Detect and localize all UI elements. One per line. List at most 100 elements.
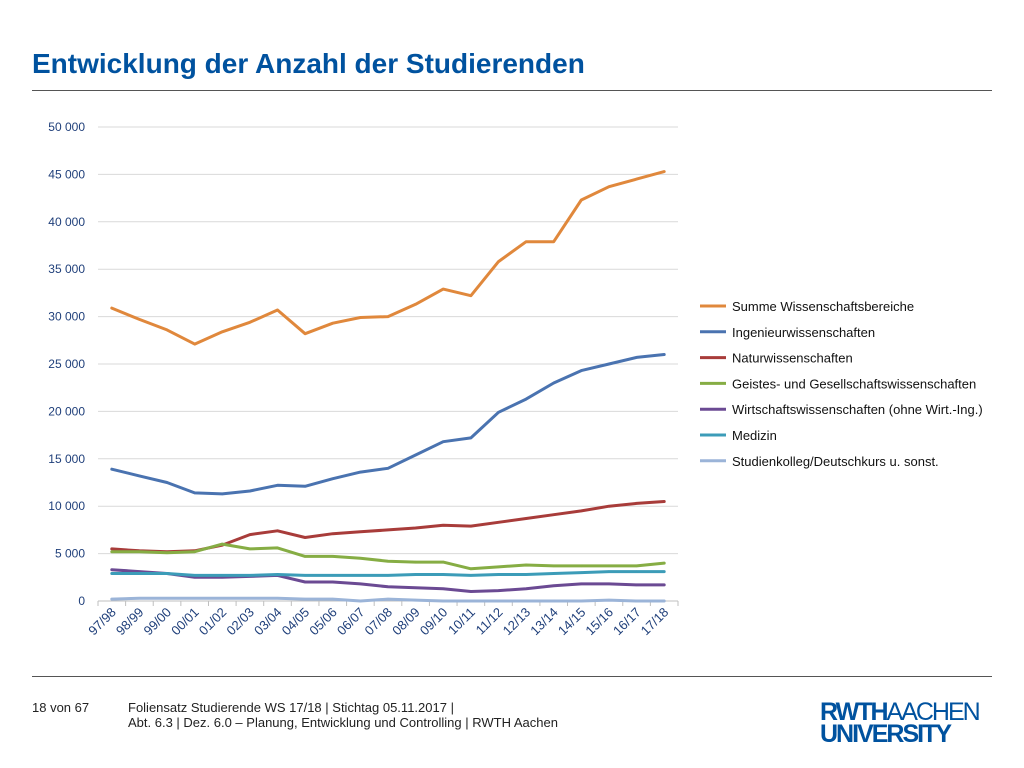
- data-point: [165, 481, 169, 484]
- logo-university: UNIVERSITY: [820, 720, 952, 748]
- data-point: [110, 572, 114, 575]
- y-tick-label: 20 000: [48, 404, 85, 418]
- data-point: [607, 570, 611, 573]
- data-point: [580, 369, 583, 372]
- data-point: [497, 573, 500, 576]
- data-point: [276, 308, 279, 312]
- data-point: [193, 596, 196, 600]
- data-point: [442, 573, 445, 576]
- data-point: [580, 509, 583, 513]
- data-point: [193, 342, 196, 346]
- data-point: [469, 590, 473, 593]
- data-point: [497, 411, 500, 414]
- data-point: [442, 287, 445, 291]
- x-tick-label: 08/09: [389, 605, 423, 639]
- data-point: [359, 470, 362, 474]
- data-point: [221, 574, 224, 577]
- data-point: [248, 489, 252, 493]
- data-point: [248, 533, 252, 536]
- series-line: [110, 170, 666, 346]
- y-tick-label: 0: [78, 594, 85, 608]
- data-point: [193, 550, 196, 553]
- data-point: [414, 598, 417, 602]
- data-point: [497, 565, 500, 569]
- data-point: [662, 583, 666, 587]
- data-point: [303, 574, 307, 577]
- data-point: [386, 315, 390, 318]
- legend-label: Wirtschaftswissenschaften (ohne Wirt.-In…: [732, 402, 983, 417]
- data-point: [359, 557, 362, 560]
- data-point: [110, 597, 114, 601]
- y-tick-label: 50 000: [48, 120, 85, 134]
- data-point: [497, 599, 500, 603]
- data-point: [221, 492, 224, 496]
- data-point: [414, 573, 417, 576]
- data-point: [469, 574, 473, 577]
- data-point: [386, 597, 390, 601]
- x-tick-label: 00/01: [168, 605, 202, 639]
- data-point: [442, 560, 445, 564]
- x-tick-label: 15/16: [582, 605, 616, 639]
- logo-aachen: AACHEN: [886, 698, 981, 726]
- title-divider: [32, 90, 992, 91]
- data-point: [221, 596, 224, 600]
- data-point: [138, 474, 141, 478]
- data-point: [331, 532, 334, 535]
- x-tick-label: 12/13: [500, 605, 534, 639]
- data-point: [386, 585, 390, 588]
- legend-label: Geistes- und Gesellschaftswissenschaften: [732, 376, 976, 391]
- data-point: [303, 555, 307, 558]
- data-point: [469, 294, 473, 297]
- slide-title: Entwicklung der Anzahl der Studierenden: [32, 48, 585, 79]
- footer-divider: [32, 676, 992, 677]
- data-point: [193, 491, 196, 495]
- data-point: [276, 529, 279, 533]
- data-point: [165, 572, 169, 575]
- data-point: [524, 587, 528, 590]
- data-point: [110, 547, 114, 551]
- data-point: [248, 321, 252, 324]
- x-tick-label: 11/12: [473, 605, 506, 638]
- data-point: [552, 572, 555, 575]
- data-point: [469, 524, 473, 528]
- legend-label: Studienkolleg/Deutschkurs u. sonst.: [732, 454, 939, 469]
- x-tick-label: 10/11: [445, 605, 478, 638]
- legend-label: Ingenieurwissenschaften: [732, 325, 875, 340]
- legend-label: Summe Wissenschaftsbereiche: [732, 299, 914, 314]
- data-point: [442, 587, 445, 590]
- data-point: [276, 596, 279, 600]
- x-tick-label: 03/04: [251, 605, 285, 639]
- data-point: [662, 570, 666, 573]
- data-point: [359, 574, 362, 577]
- data-point: [138, 572, 141, 575]
- x-tick-label: 97/98: [85, 605, 119, 639]
- data-point: [331, 574, 334, 577]
- data-point: [414, 526, 417, 530]
- data-point: [662, 599, 666, 603]
- x-tick-label: 05/06: [306, 605, 340, 639]
- data-point: [607, 598, 611, 602]
- page-number: 18 von 67: [32, 700, 90, 715]
- data-point: [276, 484, 279, 487]
- data-point: [607, 564, 611, 568]
- y-tick-label: 10 000: [48, 499, 85, 513]
- x-tick-label: 99/00: [141, 605, 175, 639]
- data-point: [635, 564, 638, 568]
- data-point: [359, 530, 362, 533]
- data-point: [303, 597, 307, 601]
- data-point: [580, 198, 583, 202]
- data-point: [524, 573, 528, 576]
- x-tick-label: 14/15: [555, 605, 589, 639]
- data-point: [552, 381, 555, 385]
- data-point: [303, 485, 307, 488]
- data-point: [193, 574, 196, 577]
- data-point: [165, 551, 169, 554]
- legend-label: Naturwissenschaften: [732, 351, 853, 366]
- data-point: [580, 582, 583, 586]
- data-point: [497, 521, 500, 524]
- data-point: [303, 332, 307, 335]
- data-point: [580, 571, 583, 574]
- data-point: [331, 477, 334, 480]
- data-point: [607, 185, 611, 188]
- x-tick-label: 16/17: [610, 605, 644, 639]
